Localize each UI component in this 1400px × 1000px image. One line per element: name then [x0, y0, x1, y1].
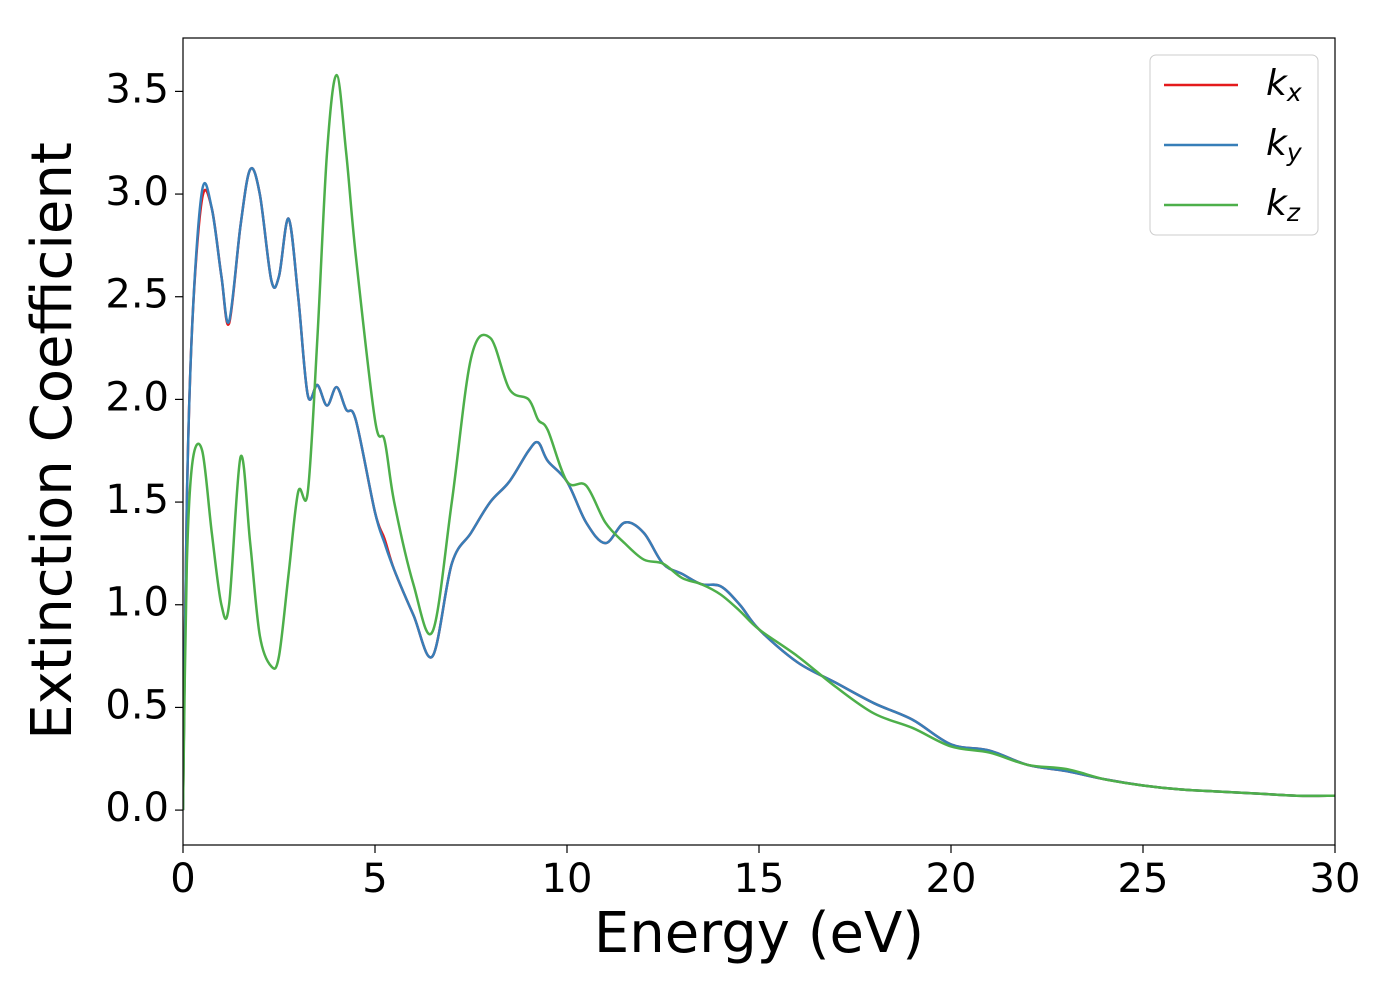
x-tick-label: 15 [734, 856, 785, 902]
x-tick-label: 0 [170, 856, 195, 902]
x-tick-label: 5 [362, 856, 387, 902]
y-tick-label: 1.0 [105, 580, 169, 626]
x-tick-label: 20 [926, 856, 977, 902]
plot-frame [182, 37, 1336, 846]
legend-label: ky [1266, 123, 1303, 167]
x-tick-label: 30 [1310, 856, 1361, 902]
y-tick-label: 2.5 [105, 272, 169, 318]
y-axis-label: Extinction Coefficient [20, 142, 85, 740]
y-tick-label: 1.5 [105, 477, 169, 523]
legend-label: kz [1266, 183, 1301, 227]
series-line [183, 73, 1335, 811]
y-tick-label: 3.0 [105, 169, 169, 215]
y-tick-label: 3.5 [105, 66, 169, 112]
y-tick-label: 0.5 [105, 682, 169, 728]
y-tick-label: 0.0 [105, 785, 169, 831]
y-tick-label: 2.0 [105, 374, 169, 420]
series-line [183, 166, 1335, 811]
x-tick-label: 25 [1118, 856, 1169, 902]
legend-label: kx [1266, 63, 1302, 107]
x-tick-label: 10 [542, 856, 593, 902]
x-axis-label: Energy (eV) [594, 901, 924, 966]
